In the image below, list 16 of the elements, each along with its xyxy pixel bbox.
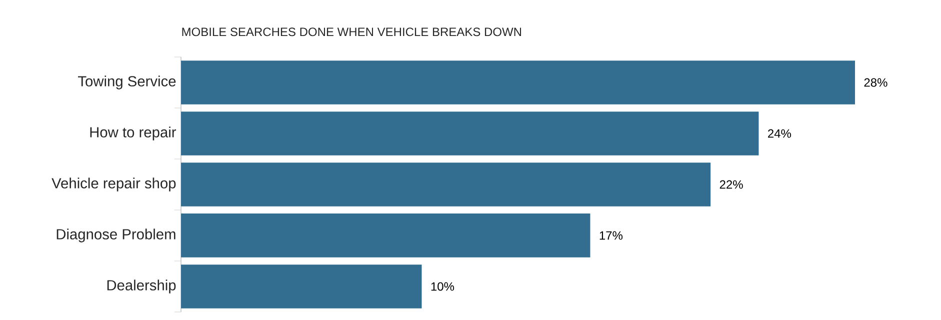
y-tick-label: How to repair xyxy=(90,126,176,140)
bar xyxy=(181,60,855,104)
y-tick-label: Towing Service xyxy=(78,76,176,90)
bar xyxy=(181,112,759,156)
data-label: 22% xyxy=(720,180,743,189)
y-tick-label: Vehicle repair shop xyxy=(52,178,176,192)
data-label: 17% xyxy=(600,231,623,240)
y-tick-label: Diagnose Problem xyxy=(56,228,176,242)
chart-title: MOBILE SEARCHES DONE WHEN VEHICLE BREAKS DOWN xyxy=(182,28,522,36)
data-label: 10% xyxy=(431,282,454,291)
data-label: 24% xyxy=(768,129,792,138)
data-label: 28% xyxy=(864,78,888,87)
bar xyxy=(181,264,422,308)
y-tick-label: Dealership xyxy=(107,280,176,294)
bar xyxy=(181,214,590,258)
bar xyxy=(181,162,711,206)
